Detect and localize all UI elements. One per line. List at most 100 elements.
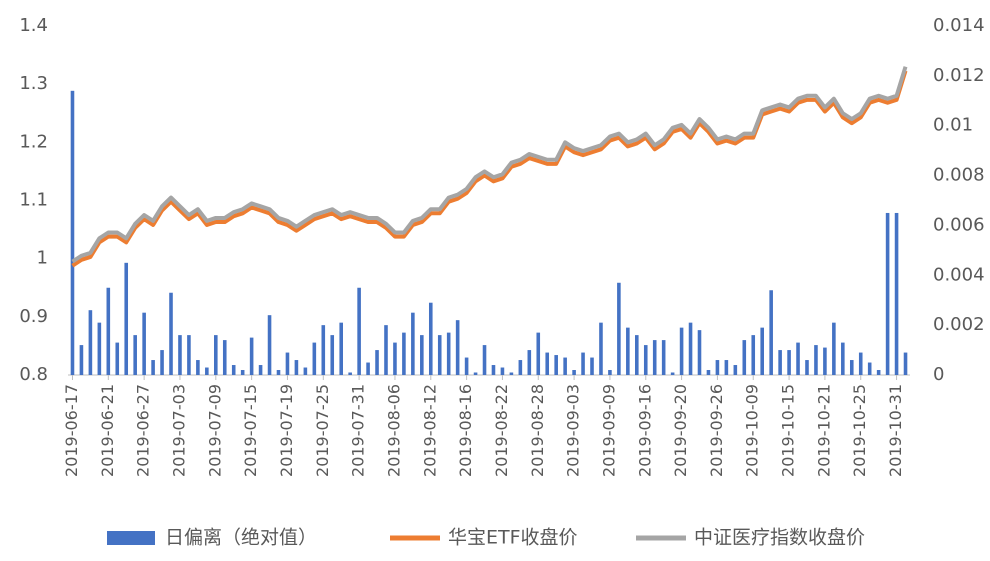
bar [679,327,684,375]
bar [411,312,415,375]
bar [841,342,845,375]
bar [724,360,729,375]
x-tick-label: 2019-09-20 [671,384,690,477]
bar [285,352,290,375]
bar [70,90,75,376]
bar [160,350,164,375]
bar [384,325,388,375]
bar [196,360,200,375]
y2-tick-label: 0 [933,364,944,385]
bar [294,360,299,375]
bar [581,352,585,375]
bar [751,335,756,375]
bar [572,370,576,375]
bar [617,282,621,375]
x-tick-label: 2019-09-26 [707,384,726,477]
bar [742,340,747,375]
bar [231,365,236,375]
bar [178,335,182,375]
bar [303,367,308,375]
legend-label: 华宝ETF收盘价 [448,527,578,549]
x-tick-label: 2019-06-21 [98,384,117,477]
bar [706,370,711,375]
bar [169,292,173,375]
bar [652,340,657,375]
x-tick-label: 2019-10-25 [850,384,869,477]
bar [357,287,361,375]
bar [787,350,791,375]
bar [240,370,245,375]
bar [876,370,881,375]
bar [500,367,505,375]
line [71,70,908,268]
bar [823,347,827,375]
x-tick-label: 2019-10-09 [743,384,762,477]
bar [661,340,666,375]
bar [366,362,370,375]
bar [321,325,326,375]
bar [563,357,567,375]
bar [205,367,209,375]
x-tick-label: 2019-06-17 [62,384,81,477]
bar [348,372,352,375]
bar [473,372,478,375]
legend-label: 中证医疗指数收盘价 [694,527,865,549]
bar [527,350,532,375]
x-tick-label: 2019-07-09 [205,384,224,477]
x-tick-label: 2019-07-03 [169,384,188,477]
y2-tick-label: 0.004 [933,264,985,285]
bar [88,310,93,375]
bar [545,352,550,375]
bar [402,332,406,375]
bar [867,362,872,375]
x-tick-label: 2019-08-28 [528,384,547,477]
bar [796,342,800,375]
x-tick-label: 2019-09-16 [635,384,654,477]
y-tick-label: 0.9 [19,306,48,327]
bar [106,287,111,375]
bar [518,360,523,375]
y2-tick-label: 0.014 [933,15,985,36]
bar [142,312,146,375]
bar [393,342,397,375]
bar [420,335,424,375]
bar [608,370,612,375]
bar [590,357,594,375]
bar [697,330,702,375]
bar [805,360,809,375]
x-tick-label: 2019-07-15 [241,384,260,477]
bar [832,322,836,375]
x-tick-label: 2019-08-12 [420,384,439,477]
y2-tick-label: 0.008 [933,165,985,186]
bar [491,365,496,375]
y-tick-label: 1.3 [19,73,48,94]
x-tick-label: 2019-09-03 [564,384,583,477]
bar [330,335,335,375]
bar [670,372,675,375]
bar [635,335,639,375]
x-tick-label: 2019-09-09 [599,384,618,477]
x-tick-label: 2019-08-06 [384,384,403,477]
x-tick-label: 2019-07-25 [313,384,332,477]
y2-tick-label: 0.002 [933,314,985,335]
bar [312,342,317,375]
bar [858,352,863,375]
bar [124,262,129,375]
bar [903,352,908,375]
bar [769,290,773,375]
y2-tick-label: 0.006 [933,214,985,235]
bar [437,335,442,375]
bar [375,350,379,375]
bar [885,212,890,375]
x-tick-label: 2019-10-21 [814,384,833,477]
bar [222,340,227,375]
bar [509,372,514,375]
bar [733,365,738,375]
bar [482,345,487,375]
bar [133,335,137,375]
bar [276,370,281,375]
x-tick-label: 2019-08-22 [492,384,511,477]
bar [536,332,541,375]
bar [115,342,120,375]
